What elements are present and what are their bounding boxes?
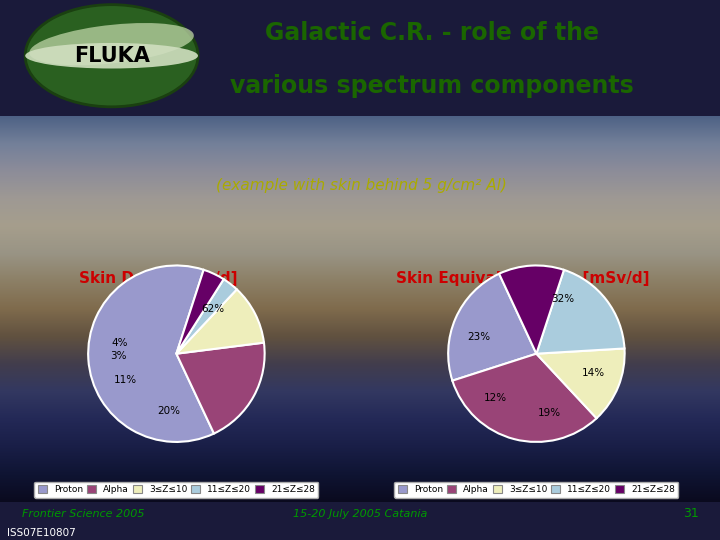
Wedge shape xyxy=(452,354,597,442)
Text: 32%: 32% xyxy=(551,294,574,304)
Text: 4%: 4% xyxy=(112,338,128,348)
Text: 20%: 20% xyxy=(158,406,181,416)
Text: FLUKA: FLUKA xyxy=(73,46,150,66)
Text: 23%: 23% xyxy=(467,332,490,342)
Ellipse shape xyxy=(30,23,194,65)
Text: Skin Dose [mGy/d]: Skin Dose [mGy/d] xyxy=(79,271,238,286)
Text: various spectrum components: various spectrum components xyxy=(230,74,634,98)
Text: 62%: 62% xyxy=(202,305,225,314)
Text: Skin Equivalent Dose [mSv/d]: Skin Equivalent Dose [mSv/d] xyxy=(396,271,649,286)
Text: 15-20 July 2005 Catania: 15-20 July 2005 Catania xyxy=(293,509,427,518)
Wedge shape xyxy=(536,270,624,354)
Wedge shape xyxy=(536,348,625,418)
Text: 12%: 12% xyxy=(483,393,506,402)
Wedge shape xyxy=(176,279,237,354)
Text: 11%: 11% xyxy=(114,375,137,385)
Legend: Proton, Alpha, 3≤Z≤10, 11≤Z≤20, 21≤Z≤28: Proton, Alpha, 3≤Z≤10, 11≤Z≤20, 21≤Z≤28 xyxy=(395,482,678,498)
Legend: Proton, Alpha, 3≤Z≤10, 11≤Z≤20, 21≤Z≤28: Proton, Alpha, 3≤Z≤10, 11≤Z≤20, 21≤Z≤28 xyxy=(35,482,318,498)
Text: 3%: 3% xyxy=(111,350,127,361)
Text: 31: 31 xyxy=(683,507,698,520)
Wedge shape xyxy=(88,266,214,442)
Text: (example with skin behind 5 g/cm² Al): (example with skin behind 5 g/cm² Al) xyxy=(216,178,507,193)
Ellipse shape xyxy=(25,5,198,107)
Wedge shape xyxy=(176,289,264,354)
Wedge shape xyxy=(499,266,564,354)
Text: ISS07E10807: ISS07E10807 xyxy=(7,528,76,538)
Ellipse shape xyxy=(25,43,198,69)
Wedge shape xyxy=(448,274,536,381)
Text: Frontier Science 2005: Frontier Science 2005 xyxy=(22,509,144,518)
Wedge shape xyxy=(176,270,224,354)
Wedge shape xyxy=(176,343,265,434)
Text: Galactic C.R. - role of the: Galactic C.R. - role of the xyxy=(265,21,599,44)
Text: 14%: 14% xyxy=(582,368,606,377)
Text: 19%: 19% xyxy=(538,408,561,417)
